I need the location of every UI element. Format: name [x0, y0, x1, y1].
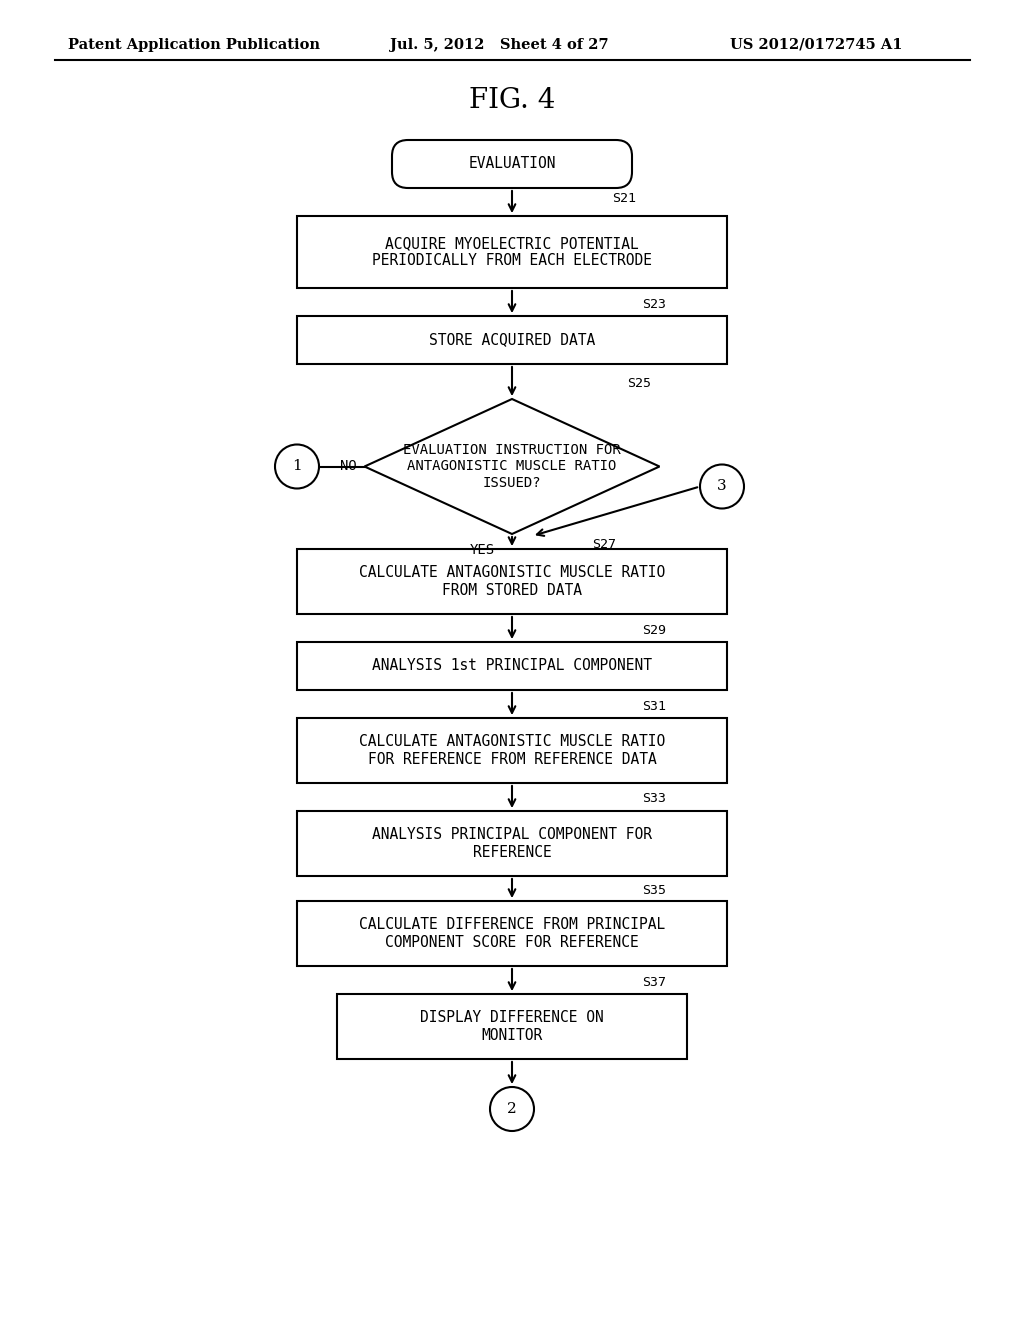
- Bar: [297, 810, 727, 876]
- Text: ACQUIRE MYOELECTRIC POTENTIAL
PERIODICALLY FROM EACH ELECTRODE: ACQUIRE MYOELECTRIC POTENTIAL PERIODICAL…: [372, 236, 652, 268]
- Circle shape: [275, 445, 319, 488]
- Text: CALCULATE ANTAGONISTIC MUSCLE RATIO
FOR REFERENCE FROM REFERENCE DATA: CALCULATE ANTAGONISTIC MUSCLE RATIO FOR …: [358, 734, 666, 767]
- Circle shape: [490, 1086, 534, 1131]
- Text: 3: 3: [717, 479, 727, 494]
- Text: ANALYSIS 1st PRINCIPAL COMPONENT: ANALYSIS 1st PRINCIPAL COMPONENT: [372, 659, 652, 673]
- Bar: [337, 994, 687, 1059]
- Text: DISPLAY DIFFERENCE ON
MONITOR: DISPLAY DIFFERENCE ON MONITOR: [420, 1010, 604, 1043]
- Bar: [297, 642, 727, 690]
- Text: EVALUATION: EVALUATION: [468, 157, 556, 172]
- Text: S21: S21: [612, 191, 636, 205]
- Circle shape: [700, 465, 744, 508]
- Text: YES: YES: [469, 543, 495, 557]
- Text: Jul. 5, 2012   Sheet 4 of 27: Jul. 5, 2012 Sheet 4 of 27: [390, 38, 608, 51]
- Text: S29: S29: [642, 623, 666, 636]
- Text: FIG. 4: FIG. 4: [469, 87, 555, 114]
- Text: 1: 1: [292, 459, 302, 474]
- Bar: [297, 216, 727, 288]
- Text: S33: S33: [642, 792, 666, 805]
- Bar: [297, 718, 727, 783]
- Text: S23: S23: [642, 297, 666, 310]
- Text: S31: S31: [642, 700, 666, 713]
- Text: Patent Application Publication: Patent Application Publication: [68, 38, 319, 51]
- Text: S37: S37: [642, 975, 666, 989]
- Text: CALCULATE DIFFERENCE FROM PRINCIPAL
COMPONENT SCORE FOR REFERENCE: CALCULATE DIFFERENCE FROM PRINCIPAL COMP…: [358, 917, 666, 949]
- Text: CALCULATE ANTAGONISTIC MUSCLE RATIO
FROM STORED DATA: CALCULATE ANTAGONISTIC MUSCLE RATIO FROM…: [358, 565, 666, 598]
- Bar: [297, 902, 727, 966]
- Text: ANALYSIS PRINCIPAL COMPONENT FOR
REFERENCE: ANALYSIS PRINCIPAL COMPONENT FOR REFEREN…: [372, 828, 652, 859]
- Text: S27: S27: [592, 537, 616, 550]
- Text: EVALUATION INSTRUCTION FOR
ANTAGONISTIC MUSCLE RATIO
ISSUED?: EVALUATION INSTRUCTION FOR ANTAGONISTIC …: [403, 444, 621, 490]
- Text: STORE ACQUIRED DATA: STORE ACQUIRED DATA: [429, 333, 595, 347]
- Text: S25: S25: [627, 378, 651, 389]
- Text: NO: NO: [340, 459, 356, 474]
- Text: S35: S35: [642, 884, 666, 898]
- Polygon shape: [365, 399, 659, 535]
- FancyBboxPatch shape: [392, 140, 632, 187]
- Text: US 2012/0172745 A1: US 2012/0172745 A1: [730, 38, 902, 51]
- Bar: [297, 315, 727, 364]
- Text: 2: 2: [507, 1102, 517, 1115]
- Bar: [297, 549, 727, 614]
